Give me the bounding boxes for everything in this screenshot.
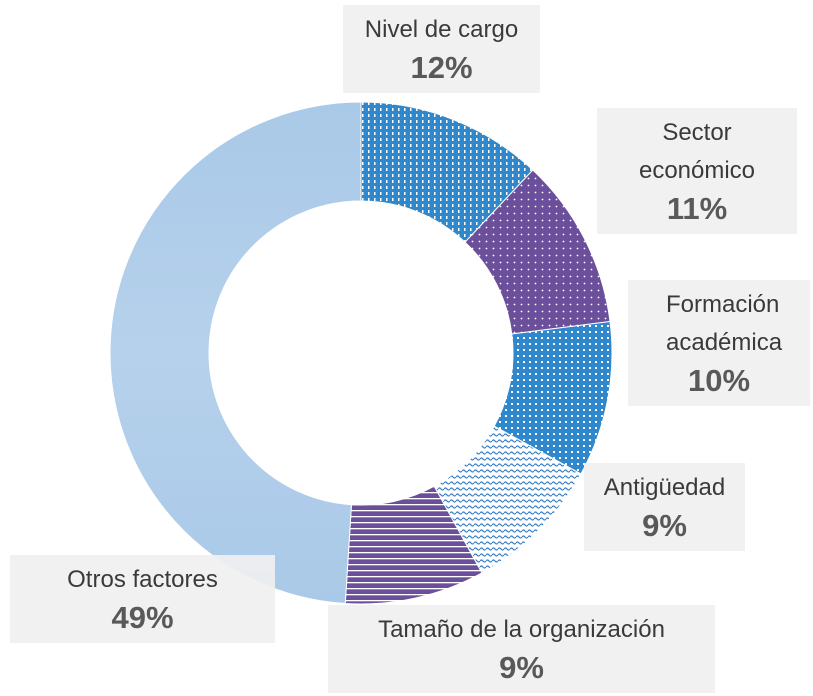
label-value: 11% — [666, 191, 728, 226]
label-value: 10% — [687, 363, 751, 398]
data-label: Antigüedad 9% — [584, 463, 745, 551]
data-label: Formación académica 10% — [628, 280, 810, 406]
donut-slice — [109, 101, 362, 605]
data-label: Tamaño de la organización 9% — [328, 605, 715, 693]
data-label: Sector económico 11% — [597, 108, 797, 234]
label-value: 49% — [111, 600, 174, 635]
label-name: Antigüedad — [603, 474, 726, 501]
label-name: Formación académica — [666, 291, 783, 356]
label-name: Tamaño de la organización — [378, 616, 665, 643]
data-label: Otros factores 49% — [10, 555, 275, 643]
label-value: 9% — [642, 508, 687, 543]
label-value: 9% — [499, 650, 544, 685]
label-value: 12% — [410, 50, 473, 85]
label-name: Otros factores — [67, 566, 218, 593]
data-label: Nivel de cargo 12% — [343, 5, 540, 93]
label-name: Sector económico — [638, 119, 756, 184]
label-name: Nivel de cargo — [364, 16, 519, 43]
